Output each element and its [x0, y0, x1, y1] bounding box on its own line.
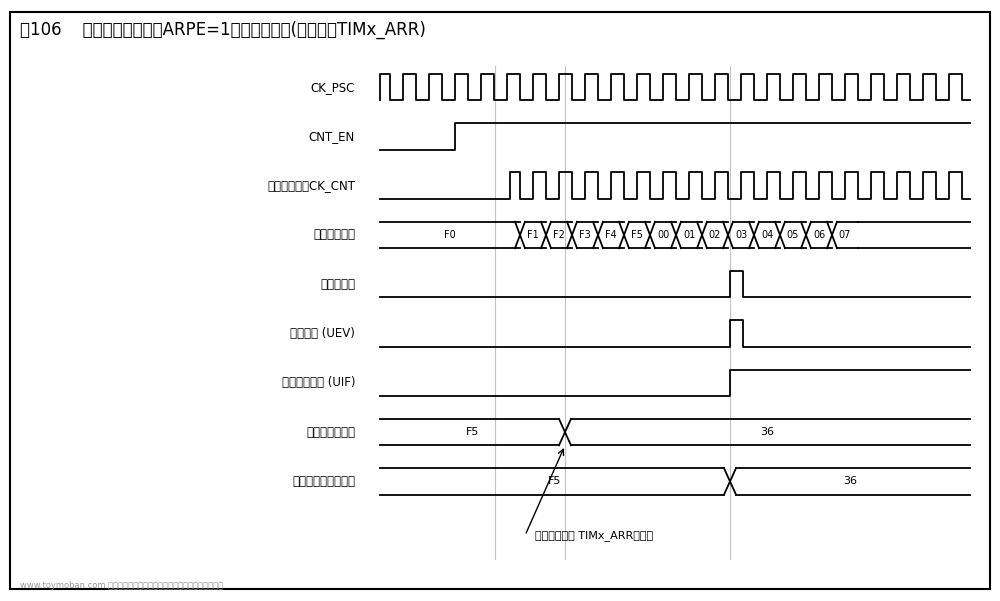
Text: F1: F1: [527, 230, 539, 240]
Text: F4: F4: [605, 230, 617, 240]
Text: 计数器溢出: 计数器溢出: [320, 278, 355, 291]
Text: 定时器时钟＝CK_CNT: 定时器时钟＝CK_CNT: [267, 179, 355, 192]
Text: F5: F5: [548, 477, 562, 486]
Text: 更新中断标志 (UIF): 更新中断标志 (UIF): [282, 376, 355, 389]
Text: 写入新数值至 TIMx_ARR寄存器: 写入新数值至 TIMx_ARR寄存器: [535, 530, 653, 541]
Text: 00: 00: [657, 230, 669, 240]
Text: 36: 36: [761, 427, 774, 437]
Text: F2: F2: [553, 230, 565, 240]
Text: 自动加载寄存器: 自动加载寄存器: [306, 426, 355, 439]
Text: 01: 01: [683, 230, 695, 240]
Text: 07: 07: [839, 230, 851, 240]
Text: CK_PSC: CK_PSC: [311, 81, 355, 94]
Text: 更新事件 (UEV): 更新事件 (UEV): [290, 327, 355, 340]
Text: 05: 05: [787, 230, 799, 240]
Text: 36: 36: [843, 477, 857, 486]
Text: F0: F0: [444, 230, 456, 240]
Text: www.toymoban.com 网络图片仅供展示，非付储，如有侵权请联系删除。: www.toymoban.com 网络图片仅供展示，非付储，如有侵权请联系删除。: [20, 582, 223, 590]
Text: 图106    计数器时序图，当ARPE=1时的更新事件(预装入了TIMx_ARR): 图106 计数器时序图，当ARPE=1时的更新事件(预装入了TIMx_ARR): [20, 21, 426, 39]
Text: 04: 04: [761, 230, 773, 240]
Text: 计数器寄存器: 计数器寄存器: [313, 228, 355, 242]
Text: 自动加载影子寄存器: 自动加载影子寄存器: [292, 475, 355, 488]
Text: F3: F3: [579, 230, 591, 240]
Text: 03: 03: [735, 230, 747, 240]
Text: 02: 02: [709, 230, 721, 240]
Text: CNT_EN: CNT_EN: [309, 130, 355, 143]
Text: F5: F5: [631, 230, 643, 240]
Text: F5: F5: [466, 427, 479, 437]
Text: 06: 06: [813, 230, 825, 240]
